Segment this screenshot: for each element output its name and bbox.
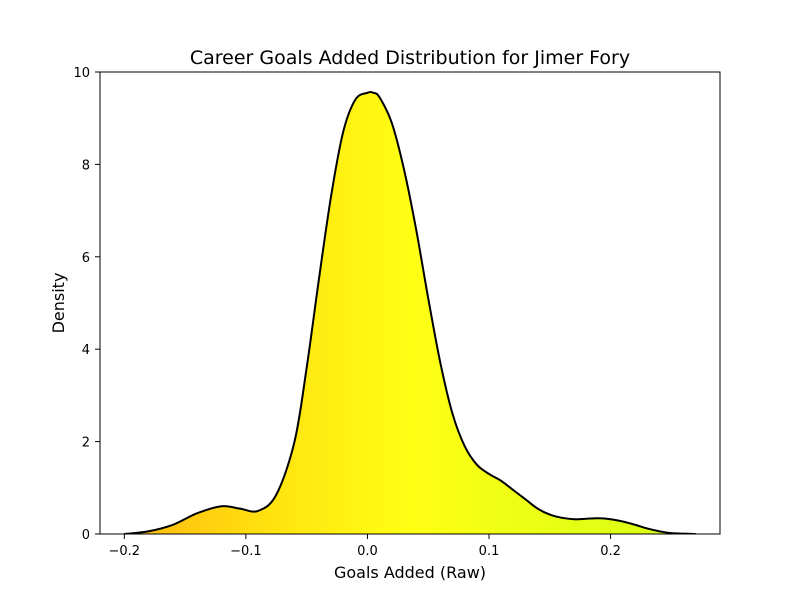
plot-area — [124, 91, 696, 534]
x-axis-title: Goals Added (Raw) — [334, 563, 486, 582]
x-axis: −0.2 −0.1 0.0 0.1 0.2 — [109, 534, 621, 559]
x-tick-label: −0.1 — [230, 544, 262, 559]
y-tick-label: 8 — [82, 158, 90, 173]
x-tick-label: 0.1 — [479, 544, 500, 559]
y-axis: 0 2 4 6 8 10 — [73, 66, 100, 543]
y-tick-label: 10 — [73, 66, 90, 81]
x-tick-label: 0.2 — [600, 544, 621, 559]
density-line — [124, 91, 696, 534]
x-tick-label: −0.2 — [109, 544, 141, 559]
y-tick-label: 6 — [82, 251, 90, 266]
plot-frame — [99, 71, 721, 535]
density-area — [124, 92, 696, 534]
y-axis-title: Density — [49, 273, 68, 334]
y-tick-label: 2 — [82, 436, 90, 451]
x-tick-label: 0.0 — [357, 544, 378, 559]
y-tick-label: 0 — [82, 528, 90, 543]
y-tick-label: 4 — [82, 343, 90, 358]
chart-title: Career Goals Added Distribution for Jime… — [190, 47, 630, 69]
